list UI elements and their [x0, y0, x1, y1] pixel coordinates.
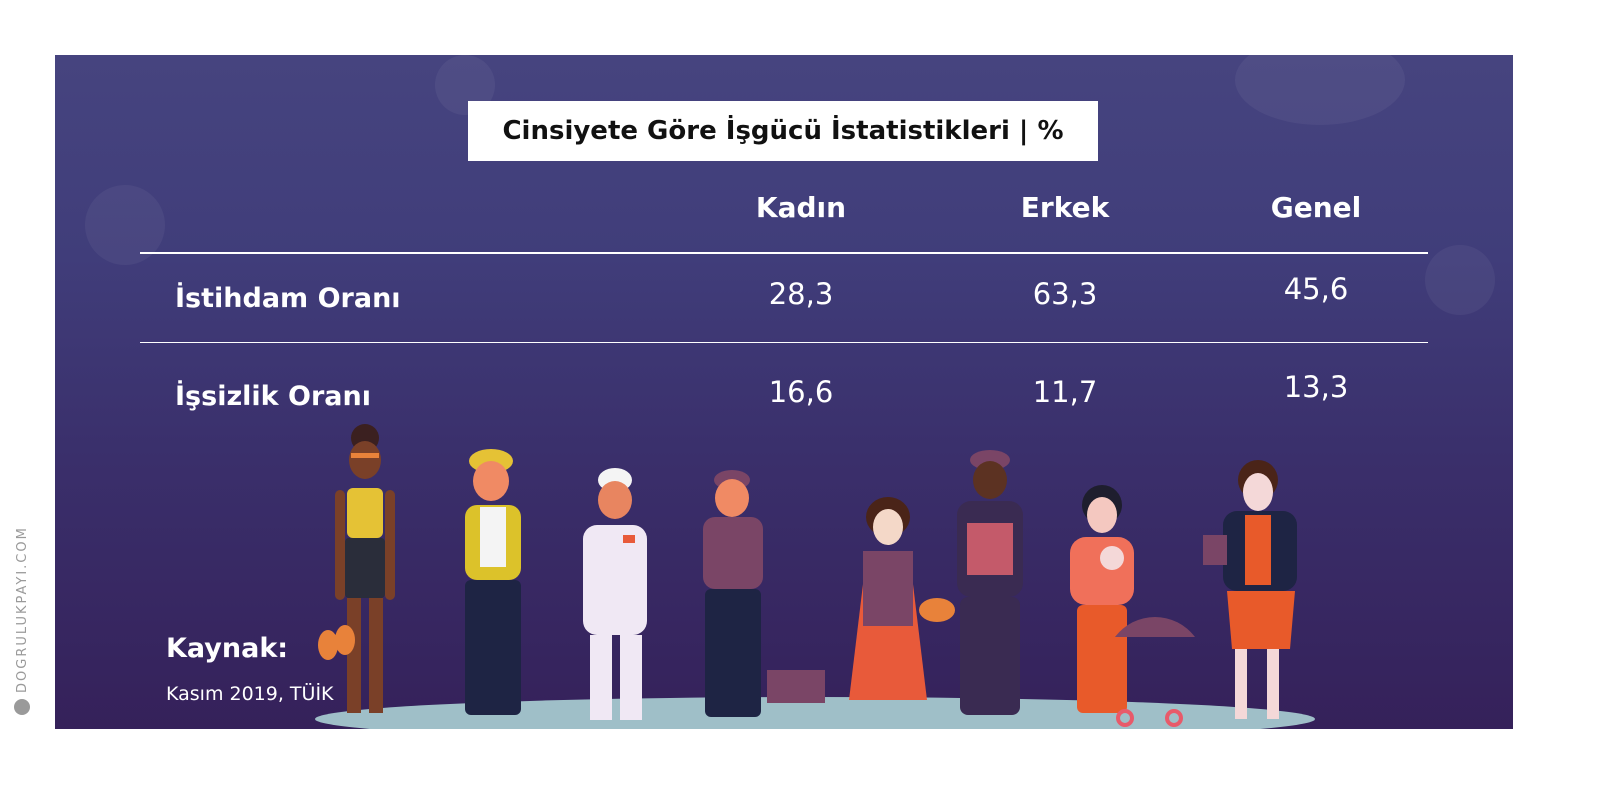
mother-figure — [1070, 485, 1195, 727]
cell-issizlik-kadin: 16,6 — [768, 375, 834, 409]
background-silhouette — [85, 185, 165, 265]
background-silhouette — [1425, 245, 1495, 315]
painter-figure — [849, 497, 955, 700]
cell-issizlik-genel: 13,3 — [1283, 370, 1349, 404]
background-silhouette — [1235, 55, 1405, 125]
check-logo-icon — [14, 699, 30, 715]
mechanic-figure — [703, 470, 825, 717]
athlete-figure — [318, 424, 395, 713]
cell-istihdam-genel: 45,6 — [1283, 272, 1349, 306]
header-divider — [140, 252, 1428, 254]
source-text: Kasım 2019, TÜİK — [166, 683, 334, 705]
doctor-figure — [583, 468, 647, 720]
column-header-erkek: Erkek — [1020, 191, 1110, 224]
infographic-panel: Cinsiyete Göre İşgücü İstatistikleri | %… — [55, 55, 1513, 729]
column-header-kadin: Kadın — [755, 191, 847, 224]
watermark-text: DOGRULUKPAYI.COM — [14, 526, 30, 693]
business-woman-figure — [1203, 460, 1297, 719]
title-box: Cinsiyete Göre İşgücü İstatistikleri | % — [468, 101, 1098, 161]
women-workers-illustration — [315, 424, 1315, 729]
cell-issizlik-erkek: 11,7 — [1032, 375, 1098, 409]
cell-istihdam-erkek: 63,3 — [1032, 277, 1098, 311]
source-label: Kaynak: — [166, 633, 289, 664]
column-header-genel: Genel — [1270, 191, 1362, 224]
row-label-istihdam: İstihdam Oranı — [175, 283, 401, 314]
ground-shadow — [315, 697, 1315, 729]
row-label-issizlik: İşsizlik Oranı — [175, 381, 371, 412]
soldier-figure — [957, 450, 1023, 715]
cell-istihdam-kadin: 28,3 — [768, 277, 834, 311]
chart-title: Cinsiyete Göre İşgücü İstatistikleri | % — [502, 116, 1064, 146]
watermark: DOGRULUKPAYI.COM — [14, 526, 30, 715]
taxi-driver-figure — [465, 449, 521, 715]
row-divider — [140, 342, 1428, 343]
